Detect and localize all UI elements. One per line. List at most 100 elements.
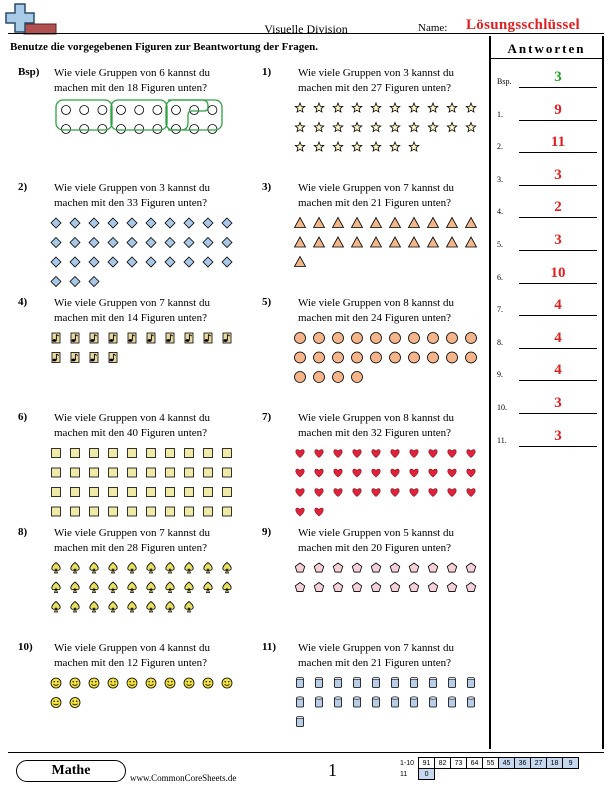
square-figure bbox=[165, 448, 175, 458]
smiley-figure bbox=[145, 677, 157, 689]
square-figure bbox=[108, 487, 118, 497]
cup-figure bbox=[372, 676, 380, 688]
triangle-figure bbox=[426, 236, 440, 248]
answer-line bbox=[519, 152, 597, 154]
circle-figure bbox=[294, 351, 306, 364]
spade-figure bbox=[222, 561, 232, 574]
circle-figure bbox=[389, 351, 401, 364]
heart-figure bbox=[428, 449, 438, 458]
answer-value: 4 bbox=[554, 329, 562, 346]
answer-row: 2. 11 bbox=[497, 131, 597, 154]
square-figure bbox=[127, 506, 137, 517]
circle-figure bbox=[207, 124, 218, 134]
smiley-figure bbox=[69, 697, 81, 708]
circle-figure bbox=[79, 105, 90, 115]
question-text: Wie viele Gruppen von 7 kannst du machen … bbox=[298, 181, 488, 211]
spade-figure bbox=[108, 581, 118, 593]
heart-figure bbox=[371, 468, 381, 478]
pentagon-figure bbox=[408, 582, 420, 592]
pentagon-figure bbox=[465, 582, 477, 592]
cup-figure bbox=[429, 696, 437, 708]
heart-figure bbox=[352, 449, 362, 458]
circle-figure bbox=[313, 332, 325, 344]
star-figure bbox=[332, 121, 344, 133]
question-number: Bsp) bbox=[18, 66, 40, 78]
spade-figure bbox=[89, 561, 99, 574]
score-cell: 45 bbox=[498, 757, 516, 769]
question-line: machen mit den 20 Figuren unten? bbox=[298, 542, 452, 554]
spade-figure bbox=[146, 581, 156, 593]
triangle-figure bbox=[331, 216, 345, 228]
spade-figure bbox=[51, 561, 61, 574]
answer-row: 8. 4 bbox=[497, 327, 597, 349]
music-note-figure bbox=[89, 332, 99, 344]
pentagon-figure bbox=[370, 582, 382, 592]
score-cell-empty bbox=[515, 769, 531, 780]
cup-figure bbox=[296, 696, 304, 708]
question-text: Wie viele Gruppen von 6 kannst du machen … bbox=[54, 66, 244, 96]
cup-figure bbox=[315, 676, 323, 688]
square-figure bbox=[51, 467, 61, 478]
cup-figure bbox=[296, 676, 304, 688]
score-cell-empty bbox=[563, 769, 579, 780]
question-number: 9) bbox=[262, 526, 272, 538]
square-figure bbox=[51, 487, 61, 497]
answer-value: 3 bbox=[554, 395, 562, 411]
triangle-figure bbox=[293, 236, 307, 248]
name-label: Name: bbox=[418, 22, 448, 34]
group-outline bbox=[110, 99, 168, 131]
circle-figure bbox=[446, 332, 458, 344]
circle-figure bbox=[313, 351, 325, 364]
triangle-figure bbox=[350, 236, 364, 248]
star-figure bbox=[351, 121, 363, 133]
diamond-figure bbox=[126, 236, 138, 249]
question-number: 11) bbox=[262, 641, 277, 653]
question-number: 8) bbox=[18, 526, 28, 538]
triangle-figure bbox=[312, 236, 326, 248]
square-figure bbox=[89, 448, 99, 458]
square-figure bbox=[165, 487, 175, 497]
heart-figure bbox=[466, 468, 476, 478]
answer-value: 4 bbox=[554, 297, 562, 314]
circle-figure bbox=[370, 332, 382, 344]
diamond-figure bbox=[88, 217, 100, 229]
circle-figure bbox=[189, 124, 200, 134]
circle-figure bbox=[207, 105, 218, 115]
question-number: 7) bbox=[262, 411, 272, 423]
spade-figure bbox=[51, 581, 61, 593]
question-text: Wie viele Gruppen von 7 kannst du machen … bbox=[54, 526, 244, 556]
answer-line bbox=[519, 282, 597, 284]
answer-line bbox=[519, 119, 597, 121]
triangle-figure bbox=[464, 216, 478, 228]
score-cell-empty bbox=[499, 769, 515, 780]
star-figure bbox=[465, 121, 477, 133]
answer-row: 1. 9 bbox=[497, 99, 597, 121]
score-cell: 73 bbox=[450, 757, 468, 769]
answer-line bbox=[519, 217, 597, 219]
music-note-figure bbox=[203, 332, 213, 344]
star-figure bbox=[313, 121, 325, 133]
music-note-figure bbox=[146, 332, 156, 344]
triangle-figure bbox=[350, 216, 364, 228]
diamond-figure bbox=[88, 236, 100, 249]
question-text: Wie viele Gruppen von 4 kannst du machen … bbox=[54, 411, 244, 441]
circle-figure bbox=[189, 105, 200, 115]
smiley-figure bbox=[107, 677, 119, 689]
pentagon-figure bbox=[294, 562, 306, 573]
circle-figure bbox=[313, 371, 325, 383]
cup-figure bbox=[353, 676, 361, 688]
pentagon-figure bbox=[427, 562, 439, 573]
spade-figure bbox=[165, 561, 175, 574]
figure-grid bbox=[296, 676, 475, 727]
star-figure bbox=[446, 101, 458, 113]
score-row: 11 0 bbox=[398, 768, 579, 780]
star-figure bbox=[370, 121, 382, 133]
question-line: Wie viele Gruppen von 7 kannst du bbox=[298, 182, 454, 194]
circle-figure bbox=[427, 332, 439, 344]
spade-figure bbox=[203, 561, 213, 574]
triangle-figure bbox=[445, 216, 459, 228]
logo-icon bbox=[5, 3, 57, 35]
square-figure bbox=[146, 448, 156, 458]
circle-figure bbox=[61, 105, 71, 115]
pentagon-figure bbox=[313, 562, 325, 573]
